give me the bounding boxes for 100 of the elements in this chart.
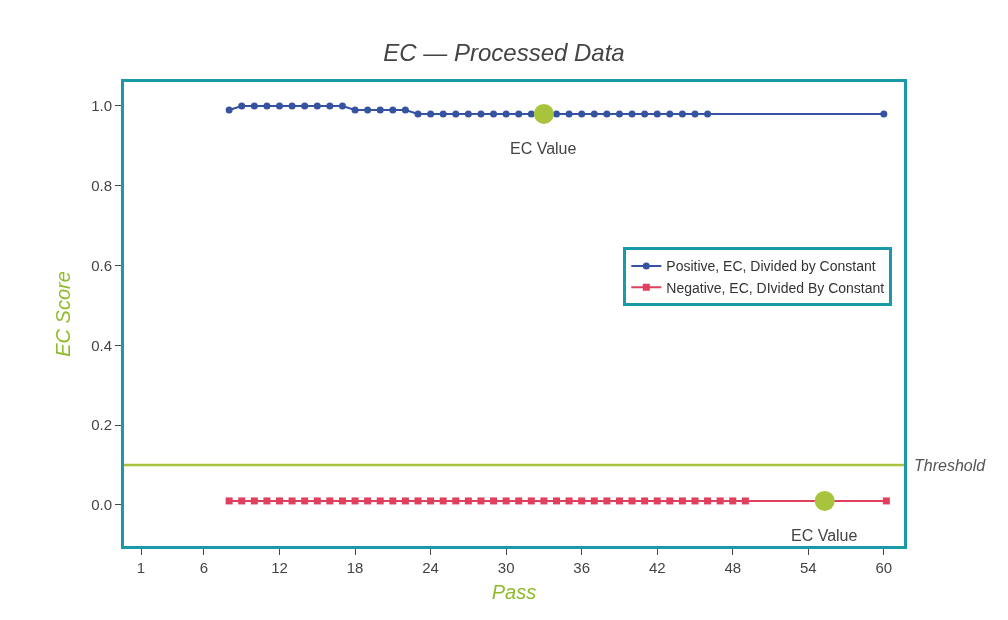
point [552,110,560,118]
point [882,497,890,505]
point [427,110,435,118]
x-tick-label: 12 [271,559,288,576]
point [502,497,510,505]
point [590,110,598,118]
point [666,110,674,118]
point [678,497,686,505]
point [225,497,233,505]
y-axis-title: EC Score [51,271,74,357]
point [628,497,636,505]
point [880,110,888,118]
point [502,110,510,118]
point [452,110,460,118]
point [527,110,535,118]
point [364,106,372,114]
point [666,497,674,505]
point [238,102,246,110]
point [276,497,283,505]
ref-line-label: Threshold [914,457,987,474]
point [527,497,535,505]
y-tick-label: 1.0 [91,97,112,115]
point [263,497,271,505]
point [401,106,409,114]
x-tick-label: 54 [799,559,817,576]
annotation: EC Value [510,140,577,157]
point [565,497,573,505]
point [490,497,498,505]
point [276,102,283,110]
point [741,497,749,505]
point [326,497,334,505]
point [565,110,573,118]
x-tick-label: 1 [136,559,146,576]
point [716,497,724,505]
point [578,497,586,505]
point [477,110,485,118]
x-tick-label: 18 [346,559,364,576]
point [490,110,498,118]
point [691,110,699,118]
point [452,497,460,505]
point [338,497,346,505]
point [313,497,321,505]
point [540,497,548,505]
point [641,110,649,118]
point [427,497,435,505]
point [301,497,309,505]
y-tick-label: 0.4 [91,336,112,354]
x-tick-label: 6 [199,559,209,576]
point [439,497,447,505]
point [515,497,523,505]
point [301,102,309,110]
x-tick-label: 60 [875,559,893,576]
chart-title: EC — Processed Data [383,39,625,67]
point [389,497,397,505]
point [225,106,233,114]
point [628,110,636,118]
x-tick-label: 36 [573,559,591,576]
point [515,110,523,118]
point [326,102,334,110]
y-tick-label: 0.2 [91,416,112,434]
point [552,497,560,505]
point [313,102,321,110]
point [603,110,611,118]
point [477,497,485,505]
point [691,497,699,505]
point [401,497,409,505]
point [578,110,586,118]
point [338,102,346,110]
point [729,497,737,505]
point [288,497,296,505]
point [250,497,258,505]
x-tick-label: 48 [724,559,742,576]
point [615,110,623,118]
point [533,103,554,124]
point [351,497,359,505]
point [288,102,296,110]
point [704,497,712,505]
y-tick-label: 0.8 [91,176,112,194]
y-tick-label: 0.6 [91,256,112,274]
point [250,102,258,110]
point [590,497,598,505]
point [238,497,246,505]
point [389,106,397,114]
point [653,110,661,118]
point [414,497,422,505]
point [641,497,649,505]
x-tick-label: 24 [422,559,439,576]
point [603,497,611,505]
x-tick-label: 30 [497,559,515,576]
point [464,110,472,118]
point [439,110,447,118]
legend-label: Positive, EC, Divided by Constant [666,258,876,275]
point [376,106,384,114]
point [376,497,384,505]
point [704,110,712,118]
annotation: EC Value [791,527,858,544]
point [678,110,686,118]
point [653,497,661,505]
point [414,110,422,118]
point [814,490,835,511]
